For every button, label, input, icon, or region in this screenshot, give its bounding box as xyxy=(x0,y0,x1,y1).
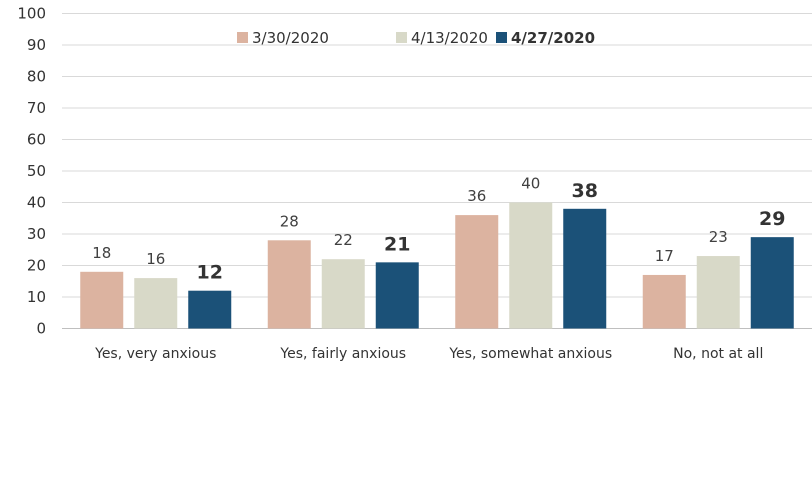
bar-3-30-2020-1 xyxy=(267,240,311,329)
data-label: 28 xyxy=(280,212,299,230)
data-label: 16 xyxy=(146,250,165,268)
bar-4-13-2020-0 xyxy=(134,278,178,329)
data-label: 21 xyxy=(384,233,410,255)
y-tick-label: 90 xyxy=(27,36,46,54)
bar-4-13-2020-3 xyxy=(696,256,740,329)
legend-swatch xyxy=(237,32,248,43)
bar-3-30-2020-2 xyxy=(455,215,499,329)
data-label: 18 xyxy=(92,244,111,262)
data-label: 29 xyxy=(759,208,785,230)
y-tick-label: 70 xyxy=(27,99,46,117)
y-tick-label: 50 xyxy=(27,162,46,180)
data-label: 12 xyxy=(197,262,223,284)
legend-label: 4/27/2020 xyxy=(511,29,595,47)
data-label: 17 xyxy=(655,247,674,265)
data-labels: 18 16 12 28 22 21 36 40 38 17 23 29 xyxy=(92,175,785,284)
bars xyxy=(80,202,794,329)
bar-4-27-2020-0 xyxy=(188,290,232,329)
data-label: 38 xyxy=(572,180,598,202)
data-label: 36 xyxy=(467,187,486,205)
y-tick-label: 60 xyxy=(27,131,46,149)
bar-4-13-2020-2 xyxy=(509,202,553,329)
x-category-label: Yes, somewhat anxious xyxy=(448,346,612,362)
bar-4-13-2020-1 xyxy=(321,259,365,329)
data-label: 22 xyxy=(334,231,353,249)
x-category-label: No, not at all xyxy=(673,346,763,362)
bar-3-30-2020-3 xyxy=(642,274,686,329)
gridlines xyxy=(62,13,812,329)
legend-label: 3/30/2020 xyxy=(252,29,329,47)
y-tick-label: 100 xyxy=(17,5,46,23)
y-axis-ticks: 0 10 20 30 40 50 60 70 80 90 100 xyxy=(17,5,46,338)
legend: 3/30/2020 4/13/2020 4/27/2020 xyxy=(237,29,595,47)
data-label: 40 xyxy=(521,175,540,193)
bar-4-27-2020-3 xyxy=(750,237,794,329)
legend-swatch xyxy=(496,32,507,43)
legend-swatch xyxy=(396,32,407,43)
x-axis-categories: Yes, very anxious Yes, fairly anxious Yes,… xyxy=(94,346,763,362)
y-tick-label: 0 xyxy=(36,320,46,338)
legend-label: 4/13/2020 xyxy=(411,29,488,47)
x-category-label: Yes, very anxious xyxy=(94,346,216,362)
y-tick-label: 20 xyxy=(27,257,46,275)
x-category-label: Yes, fairly anxious xyxy=(279,346,406,362)
data-label: 23 xyxy=(709,228,728,246)
bar-4-27-2020-1 xyxy=(375,262,419,329)
bar-3-30-2020-0 xyxy=(80,271,124,329)
y-tick-label: 80 xyxy=(27,68,46,86)
y-tick-label: 40 xyxy=(27,194,46,212)
y-tick-label: 30 xyxy=(27,225,46,243)
y-tick-label: 10 xyxy=(27,288,46,306)
bar-4-27-2020-2 xyxy=(563,208,607,329)
